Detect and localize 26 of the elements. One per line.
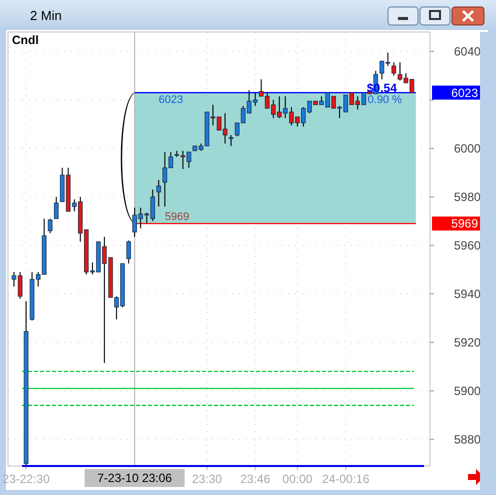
annotation: 5969: [164, 211, 190, 224]
candlestick: [156, 179, 161, 208]
y-tick-label: 5880: [454, 432, 482, 447]
x-tick-label: 00:00: [282, 472, 313, 486]
annotation: 6023: [158, 94, 184, 106]
annotation: 0.90 %: [368, 94, 402, 106]
ref-line-label: 7-23-10 23:06: [97, 471, 172, 486]
y-tick-label: 5940: [454, 287, 482, 302]
candlestick: [48, 218, 52, 234]
y-tick-label: 5980: [454, 190, 482, 204]
chart-title: 2 Min: [30, 8, 62, 23]
y-tick-label: 5900: [454, 384, 482, 398]
chart-subtitle: Cndl: [12, 33, 39, 47]
x-tick-label: 24-00:16: [322, 472, 370, 486]
ref-line-label: 6023: [451, 86, 478, 100]
candlestick: [228, 134, 234, 146]
candlestick: [126, 240, 131, 264]
x-tick-label: 23:30: [192, 472, 222, 486]
y-tick-label: 6000: [454, 142, 482, 156]
candlestick: [392, 62, 396, 76]
y-tick-label: 5960: [454, 238, 482, 253]
y-tick-label: 5920: [454, 336, 482, 350]
ref-line-label: 5969: [451, 216, 478, 231]
candlestick: [54, 196, 59, 220]
x-tick-label: 23:46: [240, 472, 271, 486]
y-tick-label: 6040: [454, 44, 482, 59]
